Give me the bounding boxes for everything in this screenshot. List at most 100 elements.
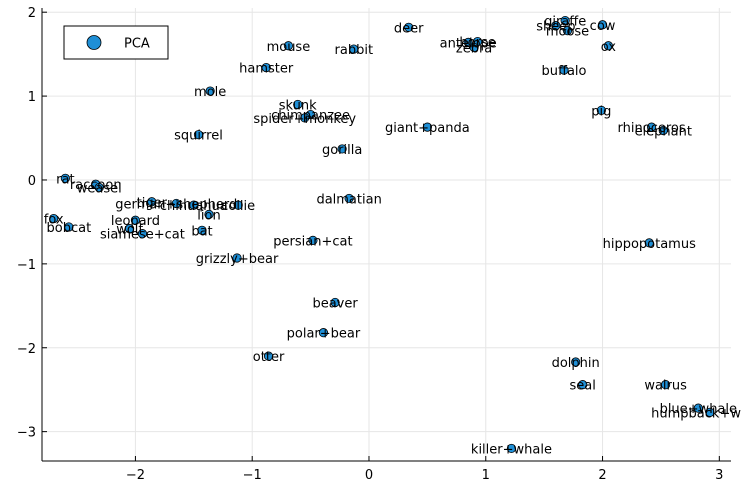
point-label: persian+cat — [273, 234, 352, 249]
data-point — [308, 235, 318, 245]
point-label: chihuahua — [160, 199, 228, 214]
data-point — [693, 403, 703, 413]
point-label: sheep — [536, 20, 575, 35]
data-point — [64, 222, 74, 232]
data-point — [205, 86, 215, 96]
data-point — [560, 15, 570, 26]
point-label: hamster — [239, 62, 294, 77]
data-point — [597, 20, 608, 30]
data-point — [293, 99, 303, 110]
data-point — [147, 197, 157, 207]
x-tick-label: 2 — [598, 468, 606, 483]
point-label: deer — [394, 21, 424, 36]
data-point — [318, 328, 329, 338]
point-label: dalmatian — [316, 192, 381, 207]
data-point — [283, 41, 294, 51]
point-label: elephant — [635, 124, 692, 139]
point-label: german+shepherd — [115, 197, 237, 212]
point-label: rabbit — [335, 43, 374, 58]
point-label: beaver — [312, 296, 358, 311]
legend: PCA — [63, 25, 169, 60]
y-tick-label: −3 — [17, 426, 36, 441]
x-tick-label: −2 — [126, 468, 145, 483]
data-point — [263, 351, 274, 361]
data-point — [469, 42, 479, 53]
y-tick-label: 2 — [28, 6, 36, 21]
point-label: gorilla — [322, 143, 362, 158]
point-label: wolf — [116, 223, 143, 238]
tick-labels: −2 −1 0 1 2 3 −3 −2 −1 0 1 2 — [17, 6, 724, 483]
data-point — [337, 144, 347, 154]
point-label: giraffe — [544, 15, 586, 30]
point-label: grizzly+bear — [196, 252, 279, 267]
data-point — [60, 173, 70, 183]
data-point — [189, 200, 199, 210]
data-point — [463, 37, 473, 47]
data-point — [171, 198, 181, 209]
data-point — [603, 41, 613, 51]
data-point — [506, 443, 517, 454]
point-label: chimpanzee — [271, 109, 350, 124]
y-tick-label: −2 — [17, 342, 36, 357]
data-point — [193, 130, 204, 140]
point-label: raccoon — [70, 178, 122, 193]
point-label: antelope — [440, 36, 497, 51]
data-point — [137, 229, 148, 239]
point-label: bat — [191, 224, 212, 239]
point-label: weasel — [77, 182, 122, 197]
point-label: otter — [253, 350, 285, 365]
legend-label: PCA — [124, 37, 150, 52]
y-tick-label: 1 — [28, 90, 36, 105]
data-point — [661, 380, 671, 390]
data-point — [349, 44, 359, 54]
data-point — [646, 122, 657, 132]
data-points — [49, 15, 715, 454]
data-point — [130, 215, 141, 225]
point-label: killer+whale — [471, 442, 552, 457]
point-label: fox — [44, 213, 64, 228]
data-point — [644, 238, 654, 248]
data-point — [197, 225, 207, 235]
data-point — [571, 357, 581, 367]
point-label: lion — [197, 208, 220, 223]
data-point — [596, 105, 606, 115]
point-label: seal — [570, 379, 596, 394]
axes — [41, 8, 731, 462]
point-label: humpback+whale — [651, 406, 742, 421]
point-label: squirrel — [174, 129, 223, 144]
data-point — [330, 297, 340, 308]
point-label: rat — [56, 172, 74, 187]
data-point — [551, 21, 561, 31]
point-label: horse — [459, 36, 495, 51]
point-label: leopard — [111, 214, 160, 229]
x-tick-label: −1 — [243, 468, 262, 483]
data-point — [422, 122, 432, 132]
grid-lines — [42, 8, 731, 461]
data-point — [204, 209, 214, 219]
y-tick-label: −1 — [17, 258, 36, 273]
point-label: skunk — [279, 98, 317, 113]
y-tick-label: 0 — [28, 174, 36, 189]
data-point — [344, 193, 354, 204]
point-label: cow — [590, 19, 616, 34]
data-point — [49, 213, 59, 224]
data-point — [658, 125, 668, 136]
x-tick-label: 1 — [482, 468, 490, 483]
point-label: hippopotamus — [603, 237, 696, 252]
point-label: tiger — [137, 196, 168, 211]
point-label: pig — [591, 104, 611, 119]
data-point — [94, 182, 104, 193]
data-point — [562, 26, 573, 36]
legend-marker — [86, 35, 102, 50]
point-label: spider+monkey — [253, 112, 356, 127]
data-point — [705, 407, 715, 417]
data-point — [261, 62, 271, 73]
point-label: mole — [194, 85, 226, 100]
point-label: buffalo — [542, 64, 587, 79]
data-point — [233, 200, 243, 210]
point-label: dolphin — [552, 356, 600, 371]
data-point — [578, 380, 588, 390]
